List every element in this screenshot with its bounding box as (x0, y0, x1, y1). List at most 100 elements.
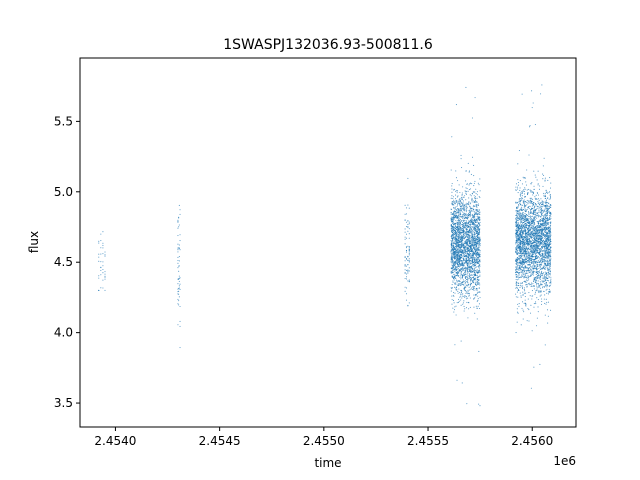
data-point (456, 251, 458, 253)
data-point (461, 277, 463, 279)
data-point (469, 214, 471, 216)
data-point (525, 305, 527, 307)
data-point (478, 232, 480, 234)
data-point (529, 199, 531, 202)
data-point (528, 291, 530, 294)
data-point (537, 277, 539, 280)
data-point (527, 206, 529, 208)
data-point (466, 206, 468, 208)
data-point (454, 233, 456, 235)
data-point (405, 265, 408, 267)
data-point (459, 209, 461, 211)
data-point (461, 252, 463, 254)
data-point (540, 249, 542, 251)
data-point (476, 262, 478, 264)
data-point (547, 274, 549, 276)
data-point (404, 272, 406, 274)
data-point (533, 366, 535, 368)
data-point (538, 237, 540, 239)
data-point (454, 230, 456, 232)
data-point (451, 182, 453, 185)
data-point (456, 263, 459, 265)
data-point (473, 263, 475, 265)
data-point (472, 254, 474, 256)
data-point (468, 251, 471, 253)
data-point (100, 261, 102, 263)
data-point (540, 255, 542, 257)
data-point (464, 266, 466, 268)
data-point (453, 292, 455, 294)
data-point (519, 230, 521, 232)
data-point (461, 283, 463, 285)
data-point (476, 204, 478, 206)
data-point (470, 214, 472, 217)
data-point (451, 201, 453, 203)
data-point (459, 200, 461, 203)
data-point (543, 265, 545, 267)
data-point (458, 227, 460, 229)
data-point (541, 243, 543, 245)
data-point (459, 191, 461, 194)
data-point (515, 237, 517, 239)
data-point (537, 291, 540, 293)
data-point (451, 263, 453, 265)
data-point (477, 182, 479, 184)
data-point (461, 242, 463, 244)
data-point (478, 270, 480, 272)
data-point (549, 177, 551, 179)
data-point (523, 201, 525, 203)
data-point (455, 201, 457, 203)
data-point (516, 262, 519, 264)
data-point (459, 291, 461, 294)
data-point (178, 293, 180, 295)
data-point (522, 244, 524, 246)
data-point (473, 227, 475, 230)
data-point (471, 265, 473, 267)
data-point (465, 213, 467, 215)
data-point (522, 263, 524, 266)
data-point (531, 248, 533, 250)
data-point (405, 258, 408, 260)
data-point (461, 236, 463, 238)
data-point (464, 190, 466, 192)
data-point (461, 382, 463, 384)
data-point (451, 252, 453, 254)
data-point (530, 237, 532, 239)
data-point (452, 230, 455, 232)
data-point (515, 186, 517, 188)
data-point (462, 202, 464, 204)
data-point (465, 258, 467, 260)
data-point (476, 288, 478, 290)
data-point (466, 276, 468, 278)
data-point (474, 226, 476, 228)
data-point (455, 209, 458, 211)
data-point (520, 272, 522, 274)
data-point (544, 263, 546, 265)
data-point (515, 234, 517, 236)
data-point (179, 305, 181, 308)
data-point (454, 261, 456, 263)
data-point (474, 231, 476, 233)
data-point (462, 247, 465, 249)
data-point (460, 248, 462, 250)
data-point (543, 209, 545, 211)
data-point (451, 247, 453, 249)
data-point (476, 243, 478, 245)
data-point (525, 243, 527, 245)
data-point (456, 190, 458, 192)
data-point (532, 228, 534, 230)
data-point (525, 237, 527, 239)
data-point (179, 325, 181, 327)
data-point (522, 219, 524, 221)
data-point (463, 305, 465, 308)
data-point (465, 262, 467, 264)
data-point (453, 217, 455, 219)
data-point (454, 306, 456, 308)
data-point (543, 225, 545, 227)
data-point (453, 229, 455, 231)
data-point (477, 295, 479, 297)
data-point (541, 210, 543, 212)
data-point (455, 269, 457, 272)
data-point (534, 174, 536, 176)
data-point (457, 265, 459, 267)
